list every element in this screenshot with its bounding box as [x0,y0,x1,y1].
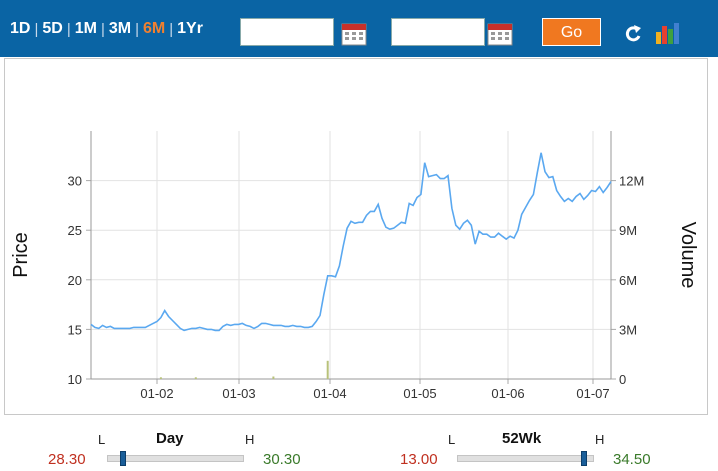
day-range-title: Day [156,430,184,447]
refresh-icon[interactable] [622,22,644,44]
go-button[interactable]: Go [542,18,601,46]
y-tick-label-right: 0 [619,372,626,387]
calendar-icon[interactable] [487,22,513,46]
y-axis-label-right: Volume [677,222,699,289]
y-tick-label-left: 25 [68,223,82,238]
calendar-icon[interactable] [341,22,367,46]
x-tick-label: 01-06 [491,386,524,401]
day-low-value: 28.30 [48,451,86,468]
range-separator: | [100,20,105,38]
range-separator: | [34,20,39,38]
start-date-input[interactable] [240,18,334,46]
y-tick-label-right: 12M [619,174,644,189]
y-tick-label-right: 3M [619,322,637,337]
price-volume-chart: 10 15 20 25 30 0 3M 6M 9M 12M 01-02 01-03 01-04 01-05… [10,131,699,401]
x-tick-label: 01-04 [313,386,346,401]
x-tick-label: 01-07 [576,386,609,401]
week52-low-value: 13.00 [400,451,438,468]
range-separator: | [169,20,174,38]
range-1m[interactable]: 1M [74,20,97,37]
price-line [90,152,612,332]
y-axis-label-left: Price [10,232,32,278]
y-tick-label-left: 20 [68,273,82,288]
end-date-input[interactable] [391,18,485,46]
toolbar: 1D | 5D | 1M | 3M | 6M | 1Yr Go [0,0,718,57]
range-1yr[interactable]: 1Yr [177,20,203,37]
range-6m[interactable]: 6M [143,20,166,37]
week52-low-marker: L [448,432,456,447]
week52-range-title: 52Wk [502,430,542,447]
range-3m[interactable]: 3M [108,20,132,37]
x-tick-label: 01-03 [222,386,255,401]
volume-bar [194,377,197,379]
range-selector: 1D | 5D | 1M | 3M | 6M | 1Yr [10,20,203,38]
x-tick-label: 01-05 [403,386,436,401]
volume-bar [272,376,275,379]
chart-panel: 10 15 20 25 30 0 3M 6M 9M 12M 01-02 01-03 01-04 01-05… [4,58,708,415]
x-tick-label: 01-02 [140,386,173,401]
volume-bar [326,360,329,379]
day-range-slider[interactable] [107,455,244,462]
y-tick-label-left: 15 [68,322,82,337]
range-1d[interactable]: 1D [10,20,31,37]
week52-range-slider[interactable] [457,455,594,462]
y-tick-label-left: 10 [68,372,82,387]
week52-range-thumb[interactable] [581,451,588,466]
y-tick-label-right: 9M [619,223,637,238]
day-low-marker: L [98,432,106,447]
range-separator: | [135,20,139,38]
range-footer: L Day H 28.30 30.30 L 52Wk H 13.00 34.50 [0,420,718,471]
y-tick-label-left: 30 [68,174,82,189]
day-range-thumb[interactable] [120,451,127,466]
range-5d[interactable]: 5D [42,20,63,37]
bar-chart-icon[interactable] [654,20,680,46]
volume-bar [159,377,162,379]
y-tick-label-right: 6M [619,273,637,288]
day-high-value: 30.30 [263,451,301,468]
range-separator: | [66,20,71,38]
week52-high-marker: H [595,432,605,447]
week52-high-value: 34.50 [613,451,651,468]
day-high-marker: H [245,432,255,447]
